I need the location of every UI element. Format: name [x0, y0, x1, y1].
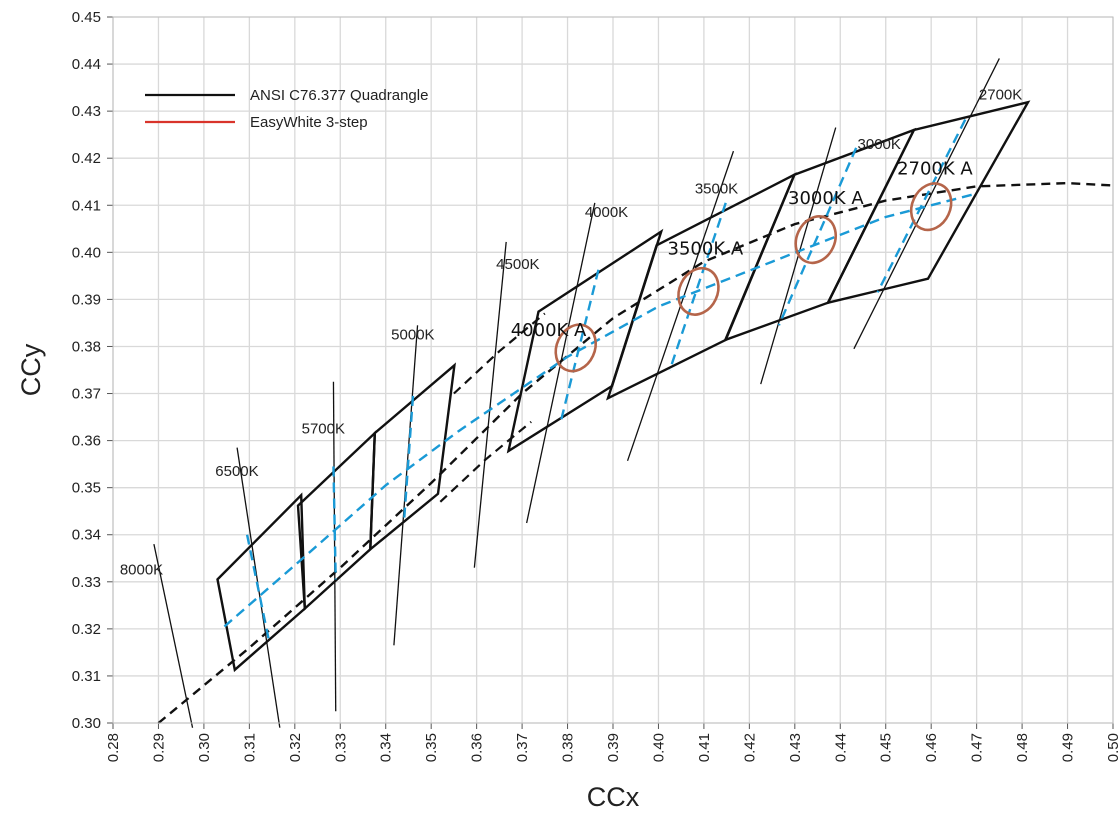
x-tick-label: 0.47	[969, 733, 986, 762]
easywhite-ellipse	[909, 182, 953, 232]
x-axis-title: CCx	[587, 782, 640, 812]
x-tick-label: 0.31	[241, 733, 258, 762]
label-layer: 0.28 0.29 0.30 0.31 0.32 0.33 0.34 0.35 0.36 0.37…	[72, 9, 1120, 762]
isotherm-label: 4500K	[496, 256, 539, 273]
x-tick-label: 0.46	[923, 733, 940, 762]
x-tick-label: 0.40	[650, 733, 667, 762]
legend-label-quadrangle: ANSI C76.377 Quadrangle	[250, 87, 428, 104]
isotherm-label: 8000K	[120, 562, 163, 579]
easywhite-crossline	[559, 269, 600, 423]
x-tick-label: 0.32	[287, 733, 304, 762]
x-tick-label: 0.43	[787, 733, 804, 762]
easywhite-ellipse	[554, 323, 598, 373]
easywhite-crossline	[245, 534, 270, 639]
isotherm-label: 3500K	[695, 181, 738, 198]
x-tick-label: 0.50	[1105, 733, 1120, 762]
easywhite-locus	[223, 192, 977, 628]
quadrangle	[825, 100, 1031, 305]
y-axis-title: CCy	[16, 343, 46, 396]
x-tick-label: 0.28	[105, 733, 122, 762]
easywhite-crossline	[876, 119, 967, 293]
ellipse-label: 4000K A	[511, 320, 587, 341]
x-tick-label: 0.33	[332, 733, 349, 762]
isotherm-label: 6500K	[215, 463, 258, 480]
ellipse-label: 2700K A	[897, 159, 973, 180]
y-tick-label: 0.38	[72, 338, 101, 355]
isotherm-line	[153, 544, 194, 728]
x-tick-label: 0.29	[150, 733, 167, 762]
y-tick-label: 0.32	[72, 621, 101, 638]
x-tick-label: 0.42	[741, 733, 758, 762]
quadrangle	[216, 492, 307, 673]
isotherm-label: 2700K	[979, 86, 1022, 103]
x-tick-label: 0.49	[1060, 733, 1077, 762]
easywhite-ellipse	[794, 215, 838, 265]
legend-label-easywhite: EasyWhite 3-step	[250, 114, 368, 131]
isotherm-label: 5000K	[391, 326, 434, 343]
y-tick-label: 0.31	[72, 668, 101, 685]
x-tick-label: 0.45	[878, 733, 895, 762]
isotherm-line	[853, 58, 1000, 350]
isotherm-line	[526, 202, 596, 524]
easywhite-ellipse	[677, 266, 720, 316]
y-tick-label: 0.41	[72, 197, 101, 214]
y-tick-label: 0.44	[72, 56, 101, 73]
ellipse-label: 3000K A	[788, 188, 864, 209]
ellipse-label: 3500K A	[668, 239, 744, 260]
x-tick-label: 0.36	[469, 733, 486, 762]
y-tick-label: 0.35	[72, 480, 101, 497]
y-tick-label: 0.43	[72, 103, 101, 120]
y-tick-label: 0.45	[72, 9, 101, 26]
upper-dashed-line	[453, 312, 546, 395]
planckian-locus	[157, 181, 1114, 724]
easywhite-crossline	[402, 395, 415, 524]
isotherm-label: 3000K	[858, 136, 901, 153]
x-tick-label: 0.35	[423, 733, 440, 762]
isotherm-label: 4000K	[585, 204, 628, 221]
x-tick-label: 0.38	[560, 733, 577, 762]
x-tick-label: 0.39	[605, 733, 622, 762]
isotherm-label: 5700K	[302, 421, 345, 438]
easywhite-crossline	[668, 202, 727, 371]
y-tick-label: 0.34	[72, 527, 101, 544]
legend: ANSI C76.377 Quadrangle EasyWhite 3-step	[145, 87, 428, 131]
easywhite-crossline	[777, 147, 858, 326]
x-tick-label: 0.48	[1014, 733, 1031, 762]
x-tick-label: 0.30	[196, 733, 213, 762]
x-tick-label: 0.41	[696, 733, 713, 762]
x-tick-label: 0.44	[832, 733, 849, 762]
isotherm-line	[473, 241, 507, 568]
y-tick-label: 0.39	[72, 291, 101, 308]
easywhite-crossline	[332, 466, 337, 580]
y-tick-label: 0.42	[72, 150, 101, 167]
y-tick-label: 0.30	[72, 715, 101, 732]
series-layer	[153, 58, 1114, 728]
y-tick-label: 0.33	[72, 574, 101, 591]
lower-dashed-line	[439, 420, 532, 503]
y-tick-label: 0.36	[72, 433, 101, 450]
x-tick-label: 0.37	[514, 733, 531, 762]
plot-frame	[112, 16, 1114, 724]
y-tick-label: 0.40	[72, 244, 101, 261]
x-tick-label: 0.34	[378, 733, 395, 762]
y-tick-label: 0.37	[72, 386, 101, 403]
quadrangle	[368, 362, 456, 552]
